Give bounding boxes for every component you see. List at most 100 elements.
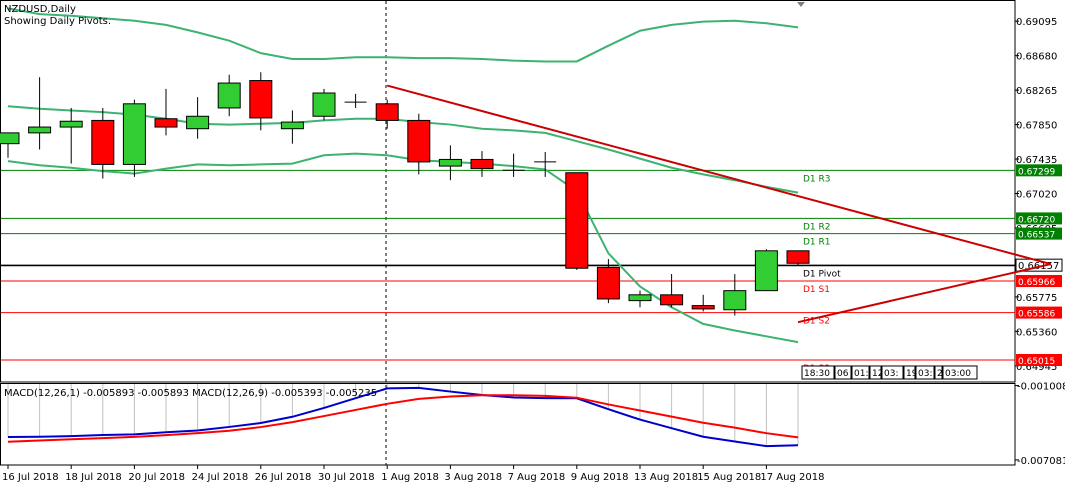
candle-body xyxy=(470,158,494,170)
candle-body xyxy=(186,115,210,130)
candle-body xyxy=(723,290,747,311)
macd-panel-frame xyxy=(0,383,1016,466)
session-label: 18:30 xyxy=(804,369,830,379)
candle xyxy=(786,250,810,266)
x-tick-label: 15 Aug 2018 xyxy=(697,472,761,483)
candle-body xyxy=(660,294,684,306)
price-tag-label: 0.65586 xyxy=(1018,310,1055,320)
current-price-tag xyxy=(1015,258,1063,272)
chart-subtitle: Showing Daily Pivots. xyxy=(4,16,111,27)
bollinger-lower-line xyxy=(7,152,799,344)
candle-body xyxy=(565,172,589,269)
price-tag-label: 0.65015 xyxy=(1018,357,1055,367)
candle-body xyxy=(122,103,146,165)
trend-line xyxy=(797,263,1052,324)
session-label: 06 xyxy=(837,369,849,379)
price-tag xyxy=(1016,164,1062,177)
candle-body xyxy=(754,250,778,292)
candle-body xyxy=(438,158,462,167)
candle xyxy=(723,274,747,316)
candle-body xyxy=(59,120,83,128)
candle xyxy=(91,107,115,179)
candle xyxy=(438,145,462,181)
candle-body xyxy=(786,250,810,264)
candle xyxy=(407,113,431,175)
session-label: 03: xyxy=(918,369,932,379)
pivot-label: D1 R3 xyxy=(803,174,831,184)
trend-line xyxy=(386,84,1052,266)
x-tick-label: 20 Jul 2018 xyxy=(128,472,185,483)
candle xyxy=(470,151,494,177)
session-box xyxy=(942,365,978,380)
session-box xyxy=(851,365,870,380)
y-tick-label: 0.68680 xyxy=(1016,52,1057,63)
x-tick-label: 17 Aug 2018 xyxy=(760,472,824,483)
candle-body xyxy=(407,119,431,163)
candle xyxy=(249,72,273,131)
session-label: 19 xyxy=(906,369,918,379)
candle xyxy=(0,132,20,158)
candle-body xyxy=(91,119,115,165)
price-tag xyxy=(1016,353,1062,366)
price-tag-label: 0.67299 xyxy=(1018,167,1055,177)
y-tick-label: 0.67435 xyxy=(1016,155,1057,166)
candle xyxy=(312,88,336,121)
x-tick-label: 18 Jul 2018 xyxy=(65,472,122,483)
candle xyxy=(596,259,620,304)
candle xyxy=(122,99,146,177)
candle-body xyxy=(280,121,304,130)
session-box xyxy=(903,365,916,380)
y-tick-label: 0.64945 xyxy=(1016,362,1057,373)
session-label: 03:00 xyxy=(945,369,971,379)
candle xyxy=(344,93,367,108)
session-label: 12 xyxy=(872,369,883,379)
x-tick-label: 16 Jul 2018 xyxy=(2,472,59,483)
x-tick-label: 9 Aug 2018 xyxy=(571,472,629,483)
candle xyxy=(280,110,304,144)
y-tick-label: 0.67850 xyxy=(1016,121,1057,132)
session-box xyxy=(834,365,852,380)
x-tick-label: 13 Aug 2018 xyxy=(634,472,698,483)
candle-body xyxy=(312,92,336,117)
pivot-label: D1 S1 xyxy=(803,285,830,295)
session-box xyxy=(934,365,943,380)
candle xyxy=(375,99,399,129)
macd-label: MACD(12,26,1) -0.005893 -0.005893 MACD(1… xyxy=(4,388,377,399)
candle xyxy=(217,74,241,117)
chart-title: NZDUSD,Daily xyxy=(4,4,76,15)
candle xyxy=(154,88,178,136)
macd-y-tick-label: -0.001008 xyxy=(1017,382,1065,393)
pivot-label: D1 R1 xyxy=(803,238,831,248)
y-tick-label: 0.68265 xyxy=(1016,86,1057,97)
candle-body xyxy=(28,126,52,134)
price-tag xyxy=(1016,275,1062,288)
candle xyxy=(565,172,589,270)
candle-body xyxy=(217,82,241,109)
session-label: 2 xyxy=(937,369,943,379)
macd-signal-line xyxy=(7,394,799,443)
candle xyxy=(628,290,652,308)
y-tick-label: 0.65775 xyxy=(1016,293,1057,304)
bollinger-upper-line xyxy=(7,7,799,63)
pivot-label: D1 S2 xyxy=(803,317,830,327)
price-tag xyxy=(1016,212,1062,225)
candle xyxy=(660,274,684,308)
candle-body xyxy=(0,132,20,145)
price-tag-label: 0.65966 xyxy=(1018,278,1055,288)
session-label: 01: xyxy=(854,369,868,379)
pivot-label: D1 Pivot xyxy=(803,270,841,280)
candle-body xyxy=(154,118,178,128)
main-panel-frame xyxy=(0,0,1016,383)
candle xyxy=(534,151,557,177)
price-tag-label: 0.66720 xyxy=(1018,215,1055,225)
pivot-label: D1 R2 xyxy=(803,222,831,232)
candle xyxy=(502,153,525,177)
price-tag-label: 0.66537 xyxy=(1018,231,1055,241)
macd-main-line xyxy=(7,386,799,448)
x-tick-label: 26 Jul 2018 xyxy=(255,472,312,483)
candle xyxy=(28,77,52,150)
price-tag xyxy=(1016,306,1062,319)
x-tick-label: 3 Aug 2018 xyxy=(444,472,502,483)
session-box xyxy=(915,365,935,380)
